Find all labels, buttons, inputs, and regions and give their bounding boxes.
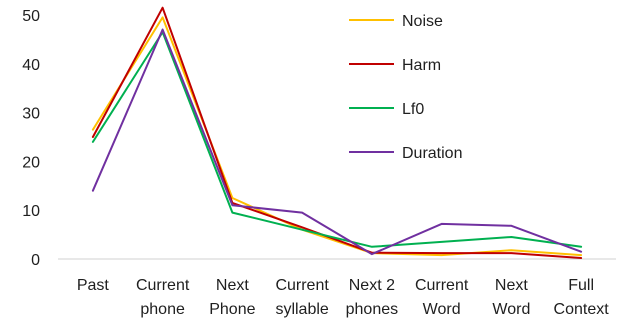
y-tick-label: 10 bbox=[22, 203, 40, 220]
y-tick-label: 0 bbox=[31, 252, 40, 269]
series-layer bbox=[91, 6, 583, 259]
x-tick-label: Context bbox=[554, 301, 610, 318]
y-tick-label: 50 bbox=[22, 8, 40, 25]
x-axis: Past Current phone Next Phone Current syllable… bbox=[58, 258, 616, 318]
x-tick-label: phone bbox=[140, 301, 185, 318]
legend: Noise Harm Lf0 Duration bbox=[349, 13, 462, 162]
x-tick-label: Phone bbox=[209, 301, 255, 318]
series-line-lf0 bbox=[91, 31, 583, 248]
x-tick-label: Current bbox=[415, 277, 469, 294]
x-tick-label: Word bbox=[423, 301, 461, 318]
x-tick-label: Current bbox=[136, 277, 190, 294]
legend-label: Noise bbox=[402, 13, 443, 30]
x-tick-label: phones bbox=[346, 301, 399, 318]
series-line-harm bbox=[91, 6, 583, 259]
y-tick-label: 30 bbox=[22, 106, 40, 123]
x-tick-label: Next bbox=[495, 277, 528, 294]
legend-label: Harm bbox=[402, 57, 441, 74]
x-tick-label: Current bbox=[275, 277, 329, 294]
x-tick-label: Full bbox=[568, 277, 594, 294]
series-line-noise bbox=[91, 16, 583, 257]
series-line-duration bbox=[91, 28, 583, 256]
y-axis: 0 10 20 30 40 50 bbox=[22, 8, 40, 269]
x-tick-label: Next bbox=[216, 277, 249, 294]
x-tick-label: syllable bbox=[275, 301, 328, 318]
legend-label: Duration bbox=[402, 145, 462, 162]
x-tick-label: Word bbox=[492, 301, 530, 318]
x-tick-label: Past bbox=[77, 277, 110, 294]
y-tick-label: 20 bbox=[22, 154, 40, 171]
x-tick-label: Next 2 bbox=[349, 277, 395, 294]
legend-label: Lf0 bbox=[402, 101, 424, 118]
y-tick-label: 40 bbox=[22, 57, 40, 74]
